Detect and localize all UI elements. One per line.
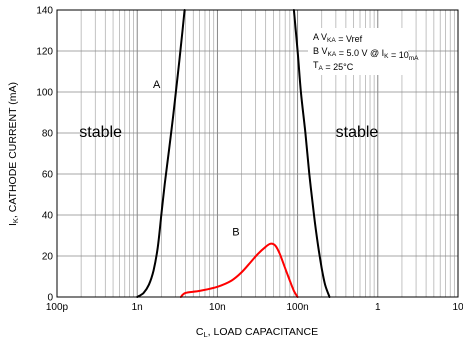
y-tick-label: 0	[47, 293, 53, 304]
x-tick-label: 100p	[46, 302, 69, 313]
curves	[136, 9, 331, 298]
y-tick-label: 60	[42, 170, 54, 181]
y-tick-labels: 0 20 40 60 80 100 120 140	[36, 6, 53, 304]
legend: A VKA = Vref B VKA = 5.0 V @ IK = 10mATA …	[313, 32, 419, 72]
region-label-stable: stable	[79, 124, 122, 141]
plot-frame	[56, 9, 459, 298]
x-tick-label: 10	[452, 302, 463, 313]
y-tick-label: 140	[36, 6, 53, 17]
region-labels: stable stable	[79, 124, 378, 141]
curve-label-a: A	[153, 79, 161, 91]
y-tick-label: 20	[42, 252, 54, 263]
legend-box	[308, 28, 408, 75]
series-a-line-0	[136, 9, 186, 298]
legend-line: A VKA = Vref	[313, 32, 363, 44]
x-tick-label: 1n	[132, 302, 143, 313]
x-tick-label: 1	[375, 302, 381, 313]
curve-labels: AB	[153, 79, 240, 239]
y-tick-label: 80	[42, 129, 54, 140]
x-tick-label: 10n	[209, 302, 226, 313]
series-a-line-1	[292, 9, 331, 298]
y-tick-label: 120	[36, 47, 53, 58]
y-axis-label: IK, CATHODE CURRENT (mA)	[7, 82, 20, 226]
curve-label-b: B	[232, 227, 239, 239]
y-tick-label: 40	[42, 211, 54, 222]
y-tick-label: 100	[36, 88, 53, 99]
legend-line: B VKA = 5.0 V @ IK = 10mA	[313, 46, 419, 62]
grid	[57, 10, 458, 297]
legend-line: TA = 25°C	[313, 60, 354, 72]
x-axis-label: CL, LOAD CAPACITANCE	[196, 326, 318, 339]
x-tick-labels: 100p 1n 10n 100n 1 10	[46, 302, 463, 313]
series-b-line-2	[179, 242, 299, 298]
region-label-stable: stable	[336, 124, 379, 141]
x-tick-label: 100n	[286, 302, 308, 313]
